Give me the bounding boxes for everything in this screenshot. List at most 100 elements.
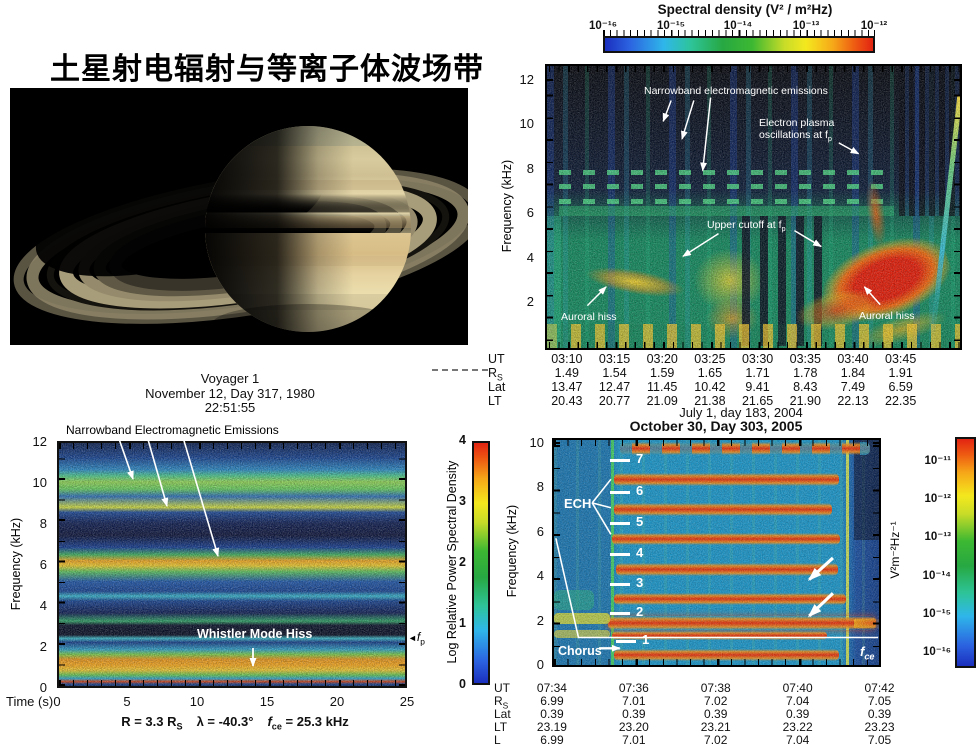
blp-x-axis-label: Time (s) [6,694,54,709]
table-cell: 03:40 [837,352,869,366]
fp-arrow-icon: ◄ [408,633,417,643]
table-row: LT 20.43 20.77 21.09 21.38 21.65 21.90 22.13 22.… [488,394,925,411]
tick-label: 0 [459,677,466,691]
tick-label: 10⁻¹⁴ [723,20,753,32]
table-cell: 12.47 [598,380,631,394]
table-cell: 7.01 [622,694,646,708]
table-cell: 1.78 [793,366,818,380]
ech-band-marker: 4 [610,545,654,563]
table-cell: 07:36 [618,681,649,695]
chorus-label: Chorus [558,644,602,658]
tick-label: 8 [39,516,47,531]
table-cell: 21.09 [646,394,678,408]
table-cell: 21.38 [694,394,726,408]
left-edge-strip [547,216,561,348]
trp-y-tick-labels: 12 10 8 6 4 2 [508,64,538,350]
ech-label: ECH [564,496,592,511]
right-dark-patch [854,440,879,540]
tick-label: 10⁻¹⁵ [656,20,686,32]
table-cell: 7.04 [785,733,810,747]
tick-label: 10⁻¹⁵ [922,608,951,620]
auroral-hiss-label-left: Auroral hiss [561,311,617,323]
table-cell: 0.39 [867,707,892,721]
table-row: L 6.99 7.01 7.02 7.04 7.05 [494,733,920,749]
table-cell: 03:35 [789,352,821,366]
tick-label: 10⁻¹¹ [924,455,951,467]
band-tail [854,619,879,628]
ech-band [612,533,840,545]
narrowband-emission-row [559,170,894,175]
blp-caption: R = 3.3 RS λ = -40.3° fce = 25.3 kHz [121,714,349,732]
spectrogram-cassini-2004: Narrowband electromagnetic emissions Ele… [545,64,962,350]
table-cell: 22.13 [837,394,869,408]
table-cell: 22.35 [885,394,917,408]
colorbar-top-tick-labels: 10⁻¹⁶ 10⁻¹⁵ 10⁻¹⁴ 10⁻¹³ 10⁻¹² [575,18,905,33]
yellow-vertical-line [846,440,849,665]
table-cell: 0.39 [704,707,728,721]
tick-label: 2 [536,613,544,628]
table-cell: 7.05 [867,733,892,747]
emission-band [559,206,894,216]
tick-label: 10 [32,475,47,490]
table-cell: 6.99 [540,694,564,708]
table-cell: 1.49 [554,366,580,380]
upper-cutoff-annotation: Upper cutoff at fp [707,219,786,234]
tick-label: 10⁻¹³ [924,531,951,543]
tick-label: 10⁻¹⁴ [922,570,951,582]
tick-label: 5 [123,694,131,709]
table-cell: 1.59 [650,366,675,380]
tick-label: 4 [39,598,47,613]
table-cell: 1.65 [697,366,723,380]
colorbar-right-label: V²m⁻²Hz⁻¹ [888,521,902,579]
table-cell: 23.22 [782,720,813,734]
tick-label: 8 [536,479,544,494]
spectrogram-voyager-1980 [57,441,407,688]
tick-label: 1 [459,616,466,630]
tick-label: 12 [519,72,534,87]
blp-y-axis-label: Frequency (kHz) [9,517,23,611]
tick-label: 6 [39,557,47,572]
ech-band-marker: 3 [610,575,654,593]
voyager-title: Voyager 1 November 12, Day 317, 1980 22:… [145,371,315,415]
table-row: LT 23.19 23.20 23.21 23.22 23.23 [494,720,920,736]
left-green-patch [554,590,594,610]
tick-label: 15 [259,694,275,709]
left-band-segment [554,613,610,624]
table-cell: 7.49 [840,380,866,394]
tick-label: 10⁻¹⁶ [923,646,951,658]
tick-label: 3 [459,494,466,508]
bottom-emission-strip [547,324,960,348]
narrowband-emission-row [559,184,894,189]
table-row: RS 6.99 7.01 7.02 7.04 7.05 [494,694,920,710]
table-cell: 7.02 [704,694,728,708]
tick-label: 4 [526,250,534,265]
tick-label: 0 [53,694,61,709]
blp-x-tick-labels: 0 5 10 15 20 25 [37,694,427,709]
table-row: UT 07:34 07:36 07:38 07:40 07:42 [494,681,920,697]
tick-label: 10⁻¹² [924,493,951,505]
table-cell: 23.21 [700,720,731,734]
ech-band-marker: 5 [610,514,654,532]
ech-band-marker: 1 [616,632,660,650]
trp-y-axis-label: Frequency (kHz) [500,159,514,253]
spectrogram-background [59,443,405,686]
tick-label: 6 [526,205,534,220]
table-row: Lat 13.47 12.47 11.45 10.42 9.41 8.43 7.49 6.59 [488,380,925,397]
table-cell: 6.99 [540,733,564,747]
auroral-hiss-label-right: Auroral hiss [859,310,915,322]
colorbar-mid-gradient [472,441,490,685]
ech-band-marker: 7 [610,451,654,469]
tick-label: 6 [536,524,544,539]
brp-title: October 30, Day 303, 2005 [629,418,803,434]
electron-plasma-annotation: Electron plasma oscillations at fp [759,117,835,143]
table-cell: 23.20 [618,720,649,734]
left-band-segment [554,630,610,638]
brp-y-tick-labels: 10 8 6 4 2 0 [522,435,548,672]
table-cell: 07:40 [782,681,813,695]
tick-label: 8 [526,161,534,176]
table-cell: 0.39 [785,707,810,721]
fce-label: fce [860,644,875,662]
tick-label: 0 [536,657,544,672]
table-cell: 03:20 [646,352,678,366]
